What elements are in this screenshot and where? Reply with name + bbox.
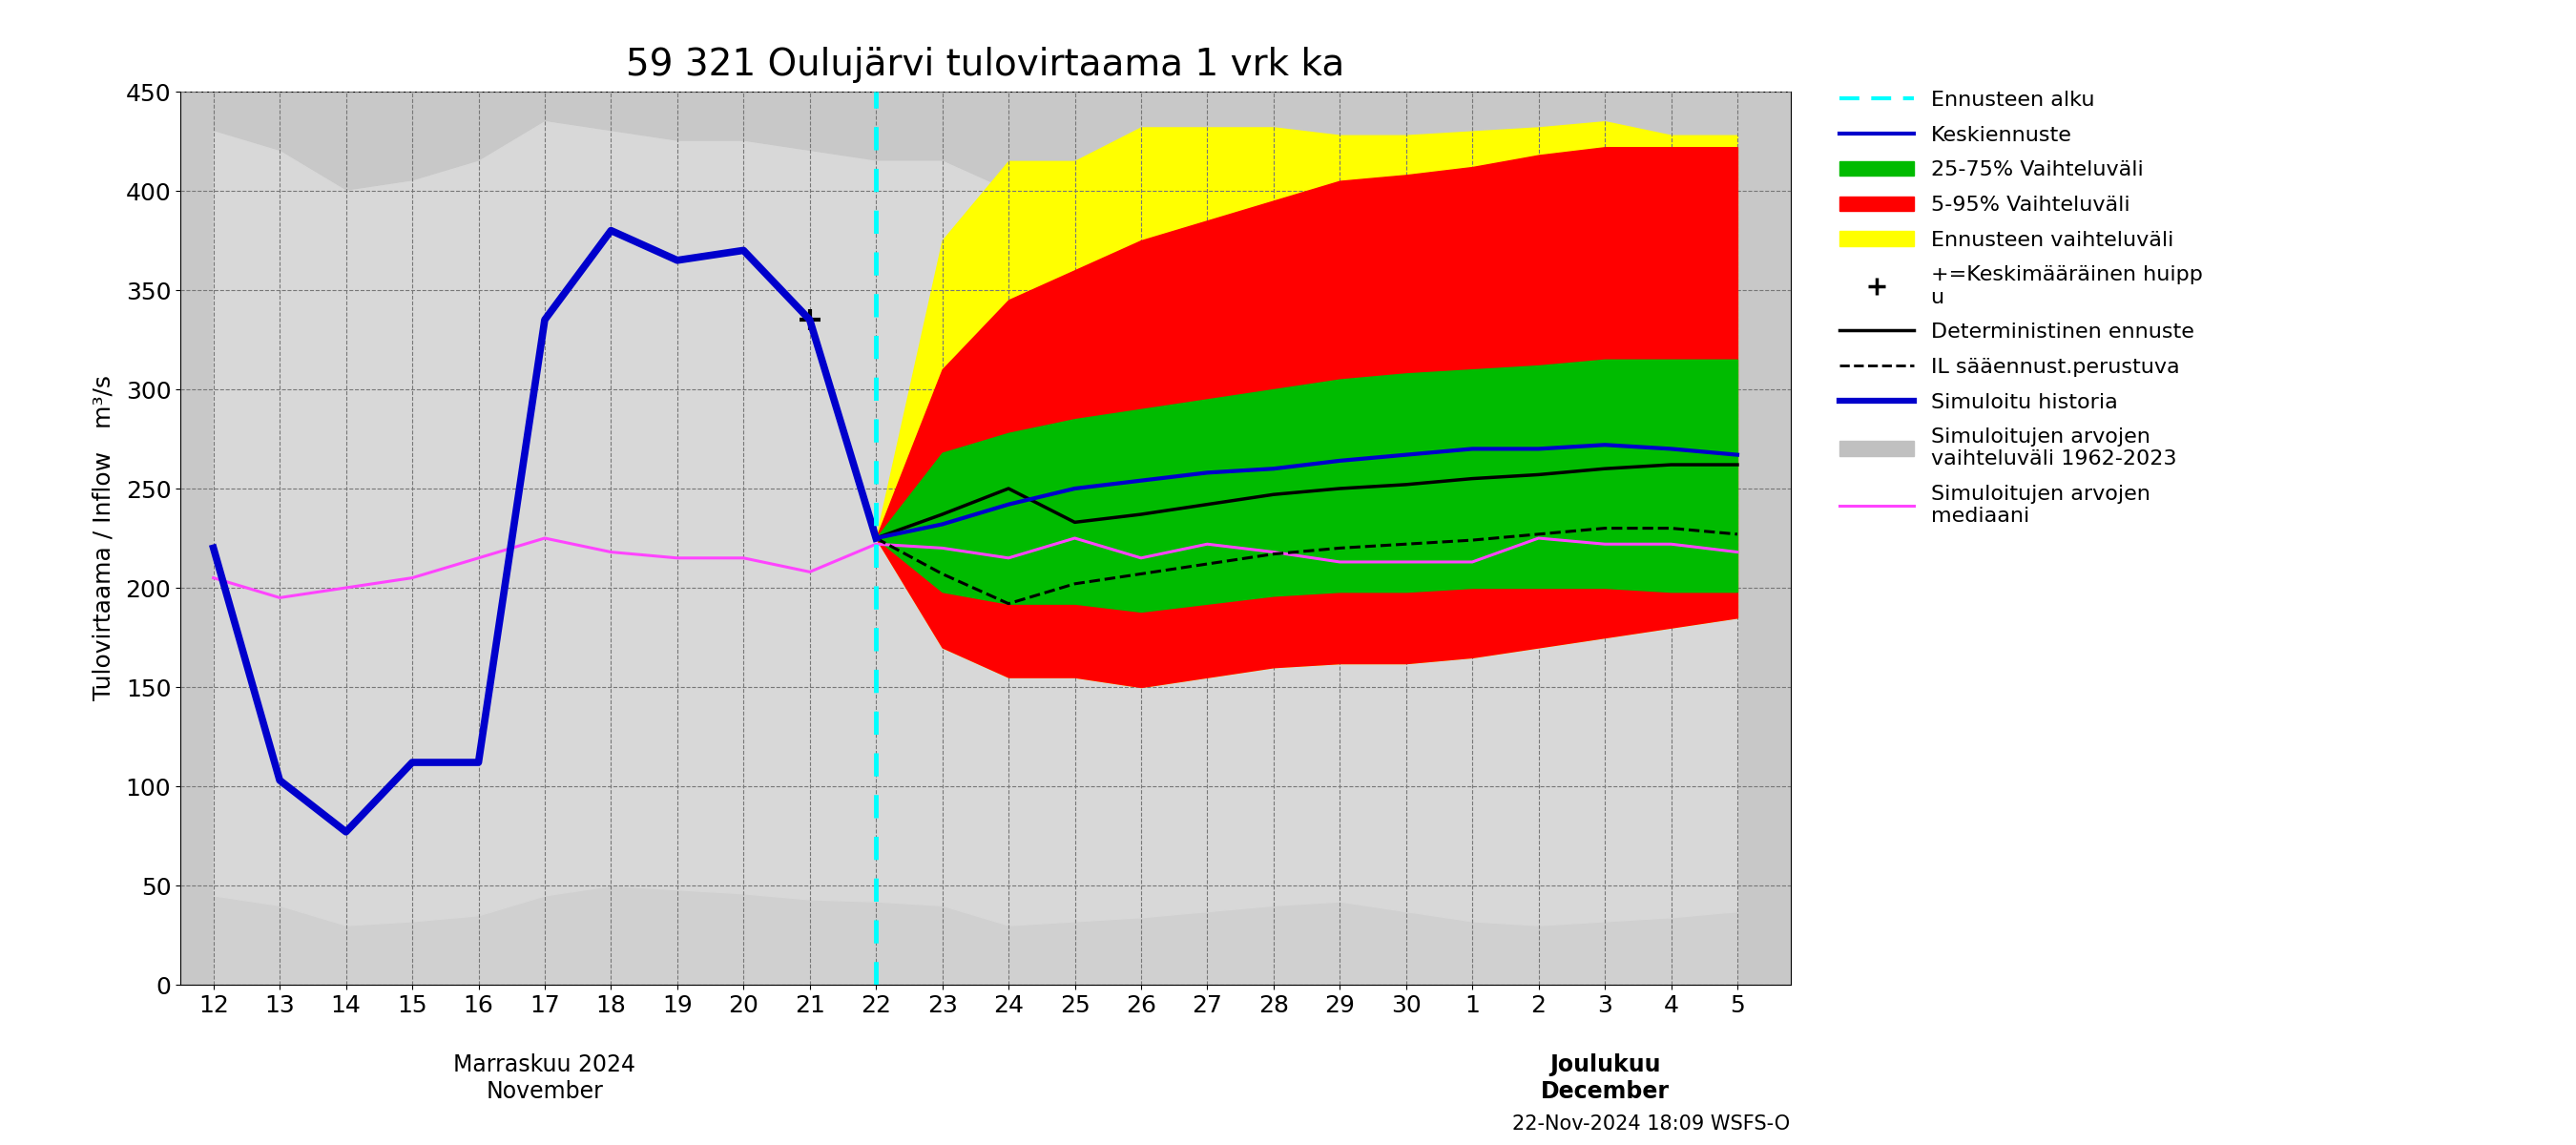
Text: Joulukuu
December: Joulukuu December bbox=[1540, 1053, 1669, 1103]
Title: 59 321 Oulujärvi tulovirtaama 1 vrk ka: 59 321 Oulujärvi tulovirtaama 1 vrk ka bbox=[626, 47, 1345, 84]
Text: 22-Nov-2024 18:09 WSFS-O: 22-Nov-2024 18:09 WSFS-O bbox=[1512, 1114, 1790, 1134]
Y-axis label: Tulovirtaama / Inflow   m³/s: Tulovirtaama / Inflow m³/s bbox=[93, 376, 116, 701]
Legend: Ennusteen alku, Keskiennuste, 25-75% Vaihteluväli, 5-95% Vaihteluväli, Ennusteen: Ennusteen alku, Keskiennuste, 25-75% Vai… bbox=[1834, 85, 2208, 532]
Text: Marraskuu 2024
November: Marraskuu 2024 November bbox=[453, 1053, 636, 1103]
